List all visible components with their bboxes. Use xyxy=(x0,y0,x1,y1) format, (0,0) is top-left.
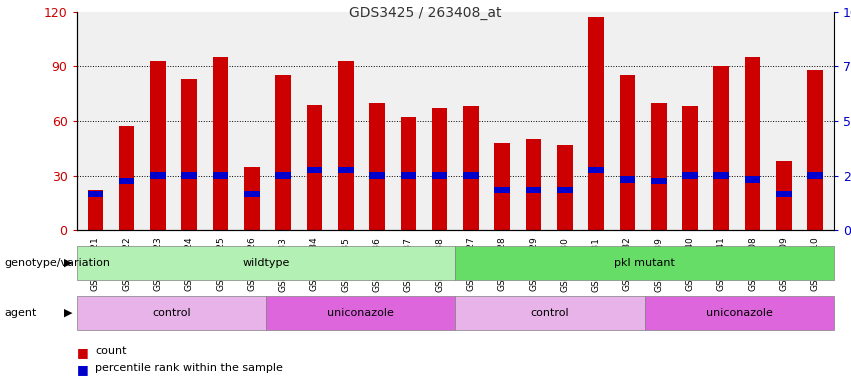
Bar xyxy=(776,161,791,230)
Bar xyxy=(620,75,635,230)
Text: control: control xyxy=(531,308,569,318)
Text: wildtype: wildtype xyxy=(243,258,289,268)
Bar xyxy=(557,187,573,194)
Text: uniconazole: uniconazole xyxy=(705,308,773,318)
Bar xyxy=(588,167,604,174)
Bar xyxy=(494,143,510,230)
Text: pkl mutant: pkl mutant xyxy=(614,258,675,268)
Bar xyxy=(401,172,416,179)
Bar xyxy=(683,172,698,179)
Bar xyxy=(244,167,260,230)
Bar xyxy=(588,17,604,230)
Bar xyxy=(181,79,197,230)
Bar xyxy=(526,139,541,230)
Text: ▶: ▶ xyxy=(64,258,72,268)
Bar xyxy=(276,75,291,230)
Bar xyxy=(494,187,510,194)
Text: ■: ■ xyxy=(77,363,89,376)
Bar xyxy=(745,57,761,230)
Text: genotype/variation: genotype/variation xyxy=(4,258,111,268)
Bar xyxy=(369,103,385,230)
Bar xyxy=(244,191,260,197)
Bar xyxy=(455,246,834,280)
Bar xyxy=(683,106,698,230)
Bar xyxy=(620,176,635,182)
Bar xyxy=(745,176,761,182)
Bar xyxy=(150,172,166,179)
Text: ▶: ▶ xyxy=(64,308,72,318)
Bar xyxy=(77,296,266,330)
Bar xyxy=(338,167,353,174)
Bar xyxy=(88,191,103,197)
Bar xyxy=(213,57,228,230)
Text: agent: agent xyxy=(4,308,37,318)
Bar xyxy=(526,187,541,194)
Bar xyxy=(276,172,291,179)
Bar xyxy=(431,108,448,230)
Bar xyxy=(557,145,573,230)
Bar xyxy=(266,296,455,330)
Bar xyxy=(713,172,729,179)
Bar xyxy=(119,178,134,184)
Text: uniconazole: uniconazole xyxy=(327,308,394,318)
Bar xyxy=(119,126,134,230)
Text: ■: ■ xyxy=(77,346,89,359)
Bar xyxy=(401,118,416,230)
Bar xyxy=(463,172,479,179)
Bar xyxy=(808,70,823,230)
Bar xyxy=(455,296,645,330)
Bar xyxy=(213,172,228,179)
Text: count: count xyxy=(95,346,127,356)
Bar xyxy=(463,106,479,230)
Bar xyxy=(651,103,666,230)
Bar xyxy=(306,104,323,230)
Bar xyxy=(431,172,448,179)
Bar xyxy=(776,191,791,197)
Bar xyxy=(369,172,385,179)
Bar xyxy=(306,167,323,174)
Bar xyxy=(808,172,823,179)
Text: GDS3425 / 263408_at: GDS3425 / 263408_at xyxy=(349,6,502,20)
Bar xyxy=(645,296,834,330)
Bar xyxy=(77,246,455,280)
Bar xyxy=(181,172,197,179)
Text: percentile rank within the sample: percentile rank within the sample xyxy=(95,363,283,373)
Bar xyxy=(651,178,666,184)
Bar xyxy=(150,61,166,230)
Bar xyxy=(713,66,729,230)
Text: control: control xyxy=(152,308,191,318)
Bar xyxy=(88,190,103,230)
Bar xyxy=(338,61,353,230)
